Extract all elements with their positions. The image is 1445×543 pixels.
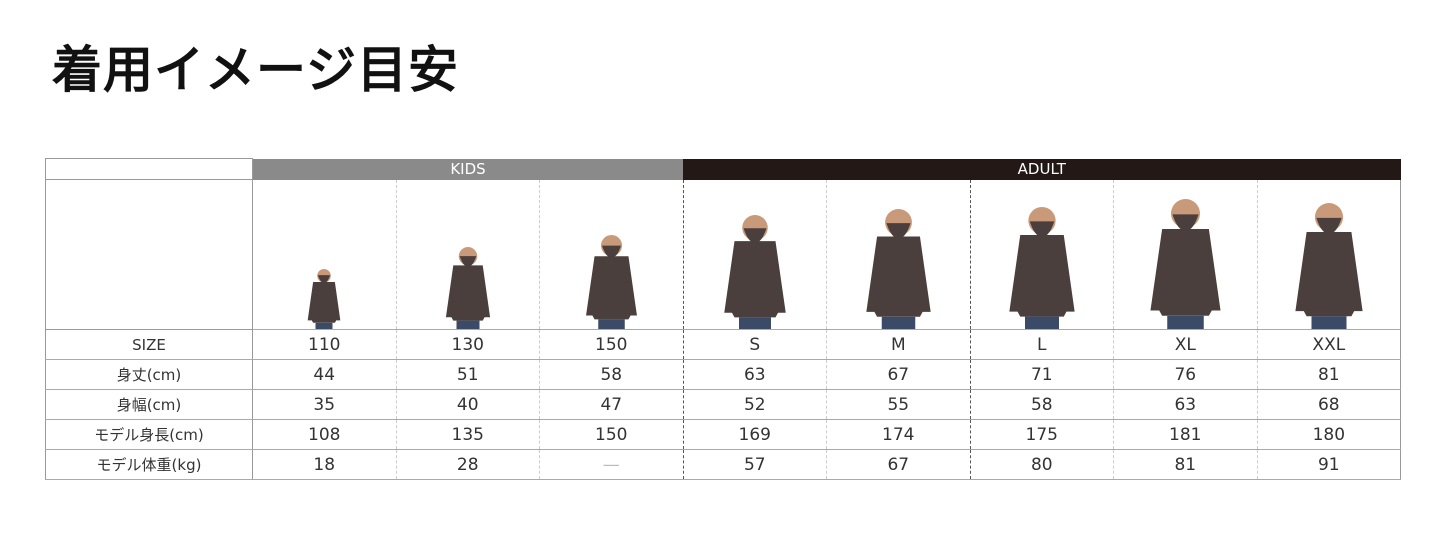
value-cell: 18 [252, 449, 396, 480]
value-cell: 108 [252, 419, 396, 450]
value-cell: 150 [539, 419, 684, 450]
model-photo-row [45, 179, 1402, 330]
value-cell: 67 [826, 359, 971, 390]
value-cell: 76 [1113, 359, 1258, 390]
value-cell: 180 [1256, 419, 1402, 450]
value-cell: 63 [1113, 389, 1258, 420]
value-cell: 55 [826, 389, 971, 420]
model-photo-cell [826, 179, 971, 330]
model-photo-cell [539, 179, 684, 330]
value-cell: 28 [395, 449, 540, 480]
value-cell: 52 [682, 389, 827, 420]
header-blank-cell [45, 158, 253, 180]
value-cell: 130 [395, 329, 540, 360]
model-photo [1295, 203, 1363, 329]
table-row: 身幅(cm) 35 40 47 52 55 58 63 68 [45, 389, 1402, 420]
model-photo [1009, 207, 1075, 329]
value-cell: 40 [395, 389, 540, 420]
model-photo-cell [395, 179, 540, 330]
value-cell: 35 [252, 389, 396, 420]
value-cell: 80 [969, 449, 1114, 480]
value-cell: 68 [1256, 389, 1402, 420]
value-cell: 57 [682, 449, 827, 480]
value-cell: 58 [969, 389, 1114, 420]
table-row: 身丈(cm) 44 51 58 63 67 71 76 81 [45, 359, 1402, 390]
value-cell: 181 [1113, 419, 1258, 450]
model-photo-cell [1256, 179, 1402, 330]
value-cell: 91 [1256, 449, 1402, 480]
row-label: SIZE [45, 329, 253, 360]
page-title: 着用イメージ目安 [52, 41, 459, 99]
model-photo-cell [682, 179, 827, 330]
value-cell: M [826, 329, 971, 360]
value-cell: 71 [969, 359, 1114, 390]
value-cell: 47 [539, 389, 684, 420]
model-photo-cell [1113, 179, 1258, 330]
value-cell: 135 [395, 419, 540, 450]
value-cell: XXL [1256, 329, 1402, 360]
value-cell: 81 [1113, 449, 1258, 480]
kids-group-header: KIDS [252, 158, 684, 180]
adult-group-header: ADULT [683, 158, 1401, 180]
value-cell: 63 [682, 359, 827, 390]
value-cell: 175 [969, 419, 1114, 450]
value-cell: 51 [395, 359, 540, 390]
model-photo [585, 235, 637, 329]
value-cell: — [539, 449, 684, 480]
model-photo-cell [252, 179, 396, 330]
value-cell: 81 [1256, 359, 1402, 390]
photo-label-cell [45, 179, 253, 330]
value-cell: 174 [826, 419, 971, 450]
row-label: 身幅(cm) [45, 389, 253, 420]
model-photo [307, 269, 341, 329]
value-cell: S [682, 329, 827, 360]
model-photo [1150, 199, 1221, 329]
row-label: 身丈(cm) [45, 359, 253, 390]
value-cell: 58 [539, 359, 684, 390]
table-row: SIZE 110 130 150 S M L XL XXL [45, 329, 1402, 360]
value-cell: L [969, 329, 1114, 360]
row-label: モデル身長(cm) [45, 419, 253, 450]
table-row: モデル体重(kg) 18 28—57 67 80 81 91 [45, 449, 1402, 480]
value-cell: 67 [826, 449, 971, 480]
value-cell: 110 [252, 329, 396, 360]
model-photo [866, 209, 931, 329]
model-photo [724, 215, 786, 329]
table-row: モデル身長(cm) 108 135 150 169 174 175 181 180 [45, 419, 1402, 450]
group-header-row: KIDS ADULT [45, 158, 1401, 180]
value-cell: 44 [252, 359, 396, 390]
row-label: モデル体重(kg) [45, 449, 253, 480]
model-photo-cell [969, 179, 1114, 330]
size-chart-table: KIDS ADULT [45, 158, 1402, 480]
model-photo [445, 247, 490, 329]
value-cell: 150 [539, 329, 684, 360]
value-cell: XL [1113, 329, 1258, 360]
value-cell: 169 [682, 419, 827, 450]
